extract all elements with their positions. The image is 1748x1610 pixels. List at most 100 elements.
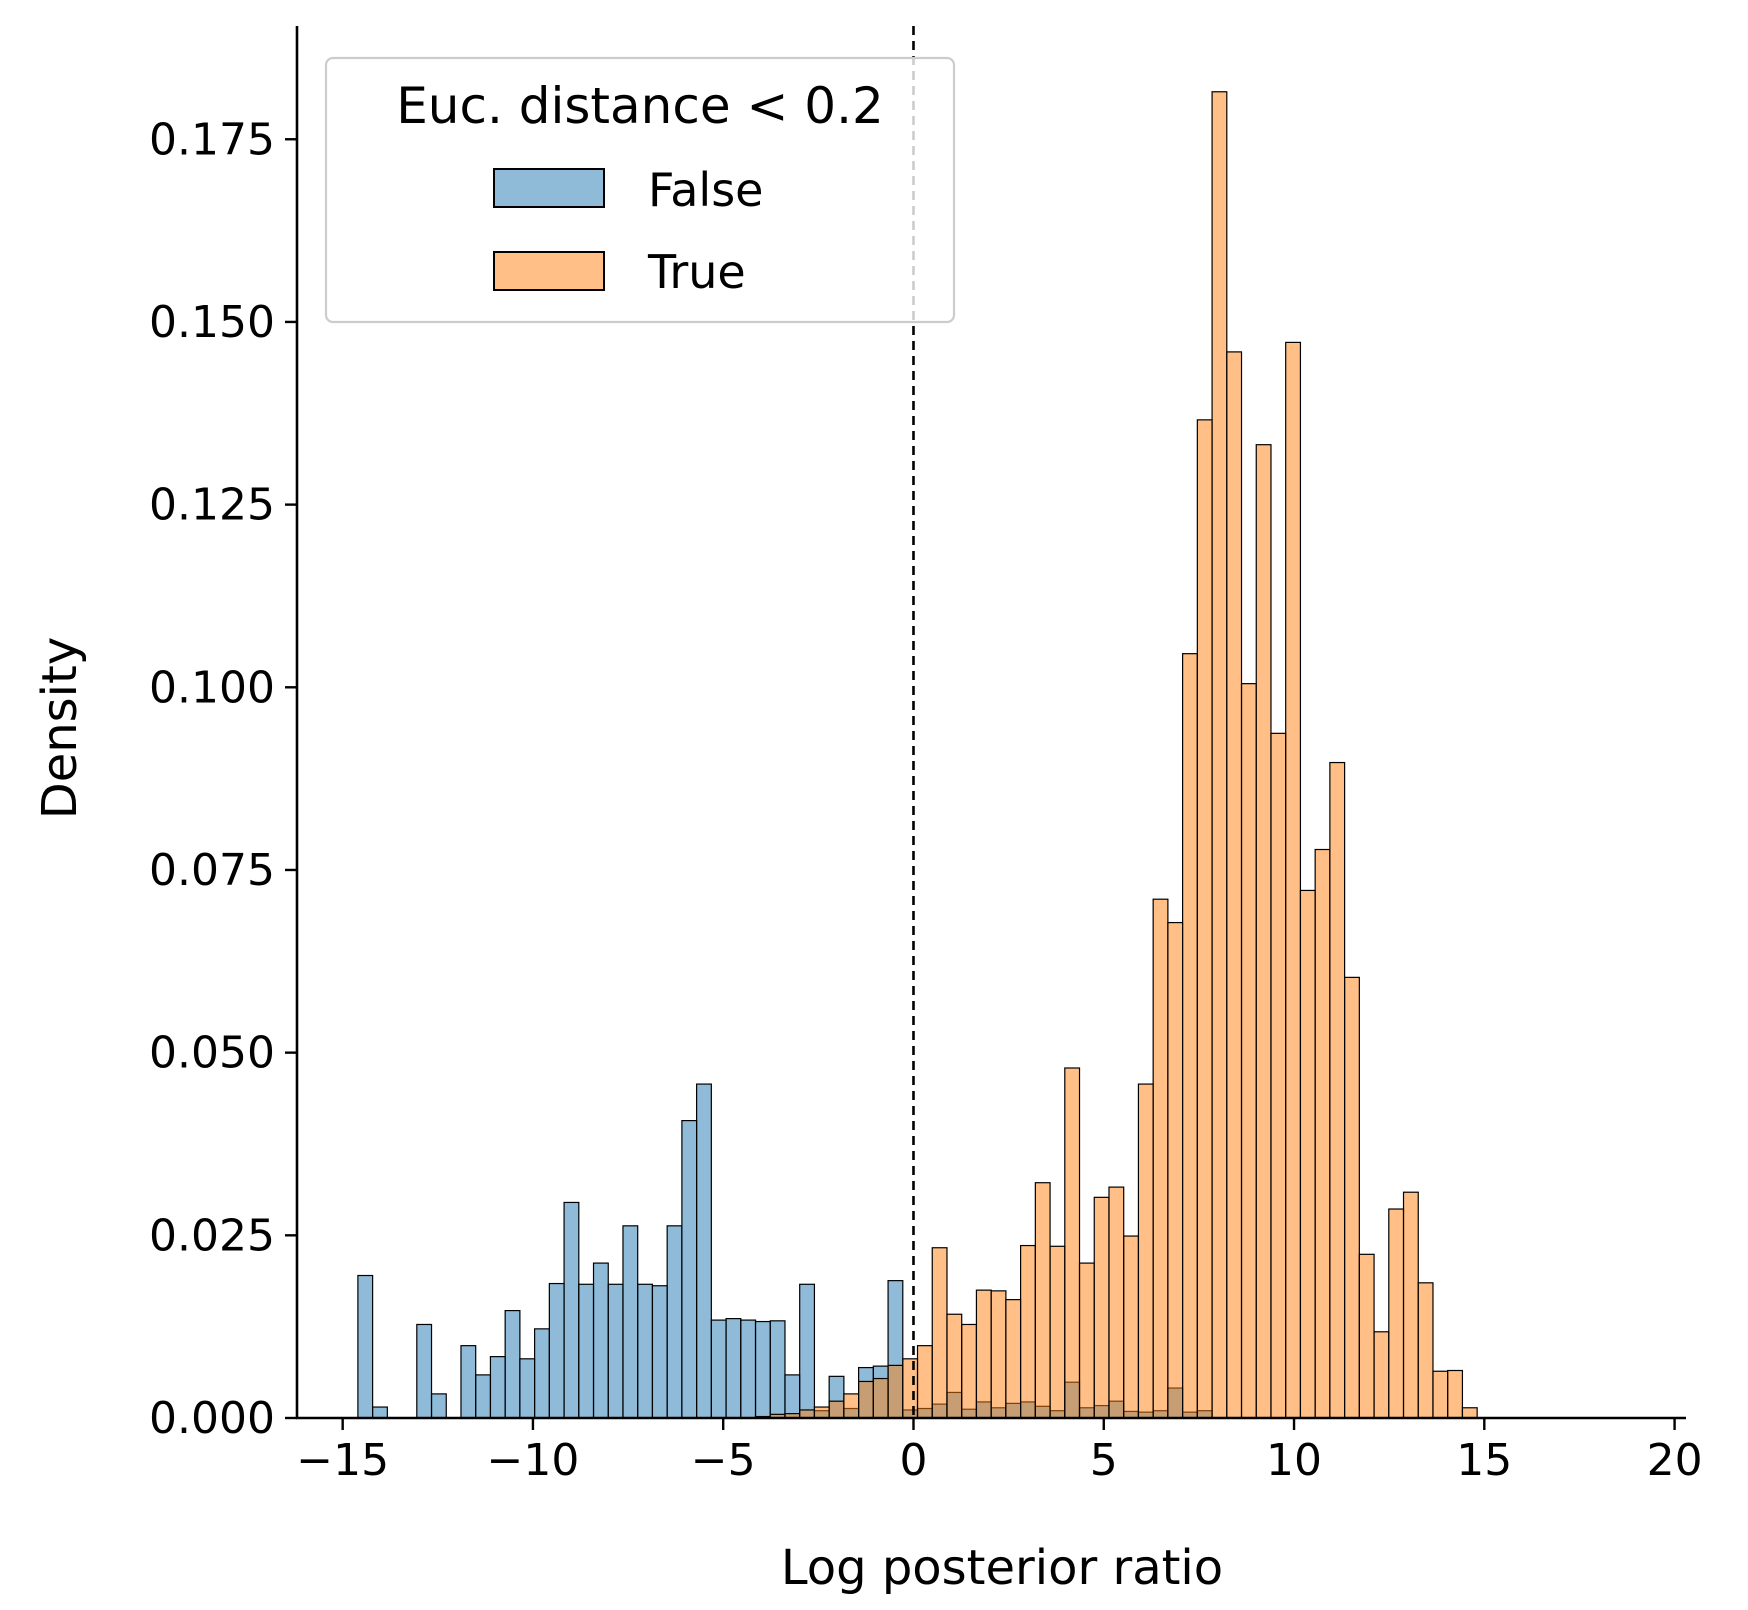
bar-false (637, 1283, 654, 1419)
bar-false (622, 1225, 639, 1419)
bar-true (872, 1377, 889, 1419)
bar-true (1078, 1262, 1095, 1419)
bar-false (489, 1356, 506, 1419)
bar-true (1211, 91, 1228, 1419)
bar-true (1270, 732, 1287, 1419)
bar-true (1255, 444, 1272, 1419)
bar-true (1049, 1245, 1066, 1419)
bar-false (372, 1406, 388, 1419)
bar-true (1196, 419, 1213, 1419)
bar-true (843, 1393, 860, 1419)
bar-false (769, 1320, 786, 1419)
bar-false (460, 1345, 477, 1419)
x-tick-label: 10 (1266, 1435, 1322, 1486)
bar-true (1344, 976, 1360, 1419)
y-tick-label: 0.025 (149, 1210, 275, 1261)
bar-true (1167, 921, 1184, 1419)
bar-true (946, 1313, 963, 1419)
bar-true (887, 1364, 904, 1419)
bar-true (1285, 341, 1302, 1419)
bar-true (931, 1247, 948, 1419)
bar-false (696, 1083, 712, 1419)
bar-true (1299, 889, 1316, 1419)
bar-true (1240, 683, 1257, 1419)
bar-true (1137, 1083, 1154, 1419)
bar-false (563, 1201, 580, 1419)
bar-true (1388, 1208, 1405, 1419)
x-tick-label: −5 (691, 1435, 756, 1486)
bar-false (534, 1328, 550, 1419)
plot-area (357, 91, 1478, 1419)
x-tick-label: 5 (1090, 1435, 1118, 1486)
series-true (754, 91, 1478, 1419)
legend-label-true: True (647, 245, 746, 299)
bar-true (1432, 1370, 1449, 1419)
bar-true (1226, 351, 1243, 1419)
bar-false (681, 1119, 698, 1419)
bar-true (1417, 1282, 1434, 1419)
bar-false (416, 1323, 433, 1419)
legend-label-false: False (648, 163, 763, 217)
bar-true (1108, 1186, 1125, 1419)
bar-true (1064, 1067, 1081, 1419)
bar-false (607, 1283, 624, 1419)
bar-true (1123, 1235, 1140, 1419)
bar-false (666, 1225, 683, 1419)
bar-false (519, 1358, 536, 1419)
bar-false (740, 1319, 757, 1419)
y-tick-label: 0.050 (149, 1028, 275, 1079)
y-tick-label: 0.100 (149, 662, 275, 713)
bar-true (975, 1289, 992, 1419)
x-axis-ticks: −15 −10 −5 0 5 10 15 20 (296, 1418, 1703, 1486)
legend-swatch-false (493, 168, 605, 208)
legend-title: Euc. distance < 0.2 (396, 77, 884, 135)
bar-false (754, 1320, 771, 1419)
bar-false (725, 1318, 742, 1419)
bar-true (1373, 1331, 1390, 1419)
y-tick-label: 0.075 (149, 845, 275, 896)
y-tick-label: 0.000 (149, 1393, 275, 1444)
x-tick-label: 20 (1647, 1435, 1703, 1486)
bar-true (828, 1400, 845, 1419)
bar-true (1152, 898, 1169, 1419)
bar-false (475, 1374, 492, 1419)
bar-true (1358, 1253, 1375, 1419)
bar-false (710, 1319, 727, 1419)
bar-false (357, 1274, 374, 1419)
legend-frame (324, 56, 956, 324)
x-tick-label: −10 (487, 1435, 580, 1486)
x-tick-label: −15 (296, 1435, 389, 1486)
bar-true (1314, 848, 1331, 1419)
y-tick-label: 0.125 (149, 480, 275, 531)
bar-false (578, 1283, 595, 1419)
bar-false (504, 1309, 521, 1419)
bar-false (430, 1393, 447, 1419)
x-axis-title: Log posterior ratio (781, 1540, 1223, 1596)
bar-false (592, 1262, 609, 1419)
bar-true (1093, 1196, 1110, 1419)
bar-false (651, 1285, 668, 1419)
bar-false (799, 1283, 816, 1419)
bar-true (1447, 1369, 1464, 1419)
bar-true (1402, 1191, 1419, 1419)
bar-true (1034, 1182, 1051, 1419)
y-tick-label: 0.175 (149, 114, 275, 165)
bar-true (1461, 1407, 1478, 1419)
bar-true (858, 1380, 874, 1419)
bar-false (548, 1282, 565, 1419)
y-tick-label: 0.150 (149, 297, 275, 348)
bar-true (813, 1406, 830, 1419)
bar-true (961, 1323, 978, 1419)
x-tick-label: 0 (899, 1435, 927, 1486)
legend-swatch-true (493, 251, 605, 291)
y-axis-title: Density (32, 637, 88, 819)
bar-true (990, 1290, 1007, 1419)
bar-true (1329, 761, 1346, 1419)
legend: Euc. distance < 0.2 False True (324, 56, 956, 324)
bar-false (784, 1374, 801, 1419)
bar-true (916, 1345, 933, 1419)
bar-true (902, 1358, 919, 1419)
bar-true (1020, 1244, 1036, 1419)
y-axis-ticks: 0.000 0.025 0.050 0.075 0.100 0.125 0.150 0.175 (149, 114, 297, 1444)
